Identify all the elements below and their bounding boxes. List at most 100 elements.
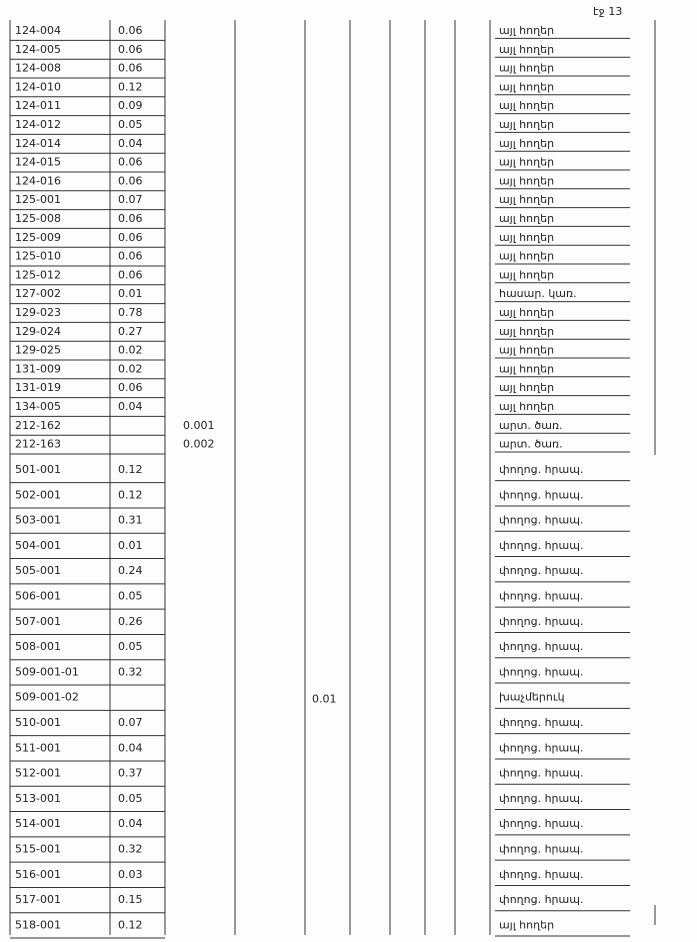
land-description: փողոց. հրապ. — [499, 817, 583, 830]
parcel-code: 125-012 — [15, 268, 61, 281]
parcel-code: 508-001 — [15, 640, 61, 653]
area-value: 0.02 — [118, 362, 143, 375]
land-description: արտ. ծառ. — [499, 438, 563, 451]
land-description: այլ հողեր — [499, 268, 554, 281]
area-value: 0.06 — [118, 231, 143, 244]
parcel-code: 129-023 — [15, 306, 61, 319]
parcel-code: 517-001 — [15, 893, 61, 906]
land-description: այլ հողեր — [499, 24, 554, 37]
area-value: 0.05 — [118, 590, 143, 603]
parcel-code: 509-001-01 — [15, 665, 79, 678]
parcel-code: 502-001 — [15, 488, 61, 501]
land-description: այլ հողեր — [499, 381, 554, 394]
parcel-code: 125-008 — [15, 212, 61, 225]
land-description: այլ հողեր — [499, 80, 554, 93]
land-description: փողոց. հրապ. — [499, 868, 583, 881]
area-value: 0.06 — [118, 381, 143, 394]
land-description: փողոց. հրապ. — [499, 843, 583, 856]
land-description: այլ հողեր — [499, 174, 554, 187]
land-description: փողոց. հրապ. — [499, 539, 583, 552]
parcel-code: 124-008 — [15, 62, 61, 75]
parcel-code: 512-001 — [15, 767, 61, 780]
land-description: այլ հողեր — [499, 62, 554, 75]
parcel-code: 518-001 — [15, 918, 61, 931]
parcel-code: 125-010 — [15, 250, 61, 263]
land-description: փողոց. հրապ. — [499, 893, 583, 906]
parcel-code: 503-001 — [15, 514, 61, 527]
parcel-code: 212-162 — [15, 419, 61, 432]
parcel-code: 131-019 — [15, 381, 61, 394]
parcel-code: 124-005 — [15, 43, 61, 56]
land-description: փողոց. հրապ. — [499, 590, 583, 603]
land-description: փողոց. հրապ. — [499, 665, 583, 678]
land-description: փողոց. հրապ. — [499, 564, 583, 577]
page-number: էջ 13 — [593, 5, 622, 18]
land-description: այլ հողեր — [499, 362, 554, 375]
area-value: 0.09 — [118, 99, 143, 112]
land-description: այլ հողեր — [499, 306, 554, 319]
area-value: 0.001 — [183, 419, 215, 432]
parcel-code: 125-009 — [15, 231, 61, 244]
parcel-code: 127-002 — [15, 287, 61, 300]
parcel-code: 509-001-02 — [15, 691, 79, 704]
area-value: 0.12 — [118, 463, 143, 476]
land-description: այլ հողեր — [499, 118, 554, 131]
parcel-code: 507-001 — [15, 615, 61, 628]
area-value: 0.12 — [118, 918, 143, 931]
parcel-code: 501-001 — [15, 463, 61, 476]
land-description: այլ հողեր — [499, 400, 554, 413]
area-value: 0.06 — [118, 156, 143, 169]
area-value: 0.06 — [118, 174, 143, 187]
area-value: 0.26 — [118, 615, 143, 628]
land-description: այլ հողեր — [499, 193, 554, 206]
area-value: 0.06 — [118, 24, 143, 37]
area-value: 0.32 — [118, 665, 143, 678]
land-description: այլ հողեր — [499, 99, 554, 112]
area-value: 0.05 — [118, 118, 143, 131]
area-value: 0.06 — [118, 250, 143, 263]
land-description: այլ հողեր — [499, 344, 554, 357]
area-value: 0.06 — [118, 268, 143, 281]
parcel-code: 124-014 — [15, 137, 61, 150]
area-value: 0.31 — [118, 514, 143, 527]
area-value: 0.002 — [183, 438, 215, 451]
area-value: 0.05 — [118, 640, 143, 653]
parcel-code: 131-009 — [15, 362, 61, 375]
area-value: 0.04 — [118, 817, 143, 830]
area-value: 0.32 — [118, 843, 143, 856]
land-description: փողոց. հրապ. — [499, 615, 583, 628]
land-description: այլ հողեր — [499, 231, 554, 244]
land-description: այլ հողեր — [499, 250, 554, 263]
parcel-code: 124-015 — [15, 156, 61, 169]
area-value: 0.01 — [118, 539, 143, 552]
area-value: 0.05 — [118, 792, 143, 805]
parcel-code: 125-001 — [15, 193, 61, 206]
area-value: 0.07 — [118, 193, 143, 206]
area-value: 0.06 — [118, 62, 143, 75]
area-value: 0.24 — [118, 564, 143, 577]
parcel-code: 510-001 — [15, 716, 61, 729]
parcel-code: 124-016 — [15, 174, 61, 187]
area-value: 0.15 — [118, 893, 143, 906]
land-description: այլ հողեր — [499, 212, 554, 225]
land-description: փողոց. հրապ. — [499, 463, 583, 476]
area-value: 0.02 — [118, 344, 143, 357]
area-value: 0.06 — [118, 43, 143, 56]
parcel-code: 134-005 — [15, 400, 61, 413]
area-value: 0.27 — [118, 325, 143, 338]
land-description: փողոց. հրապ. — [499, 488, 583, 501]
parcel-code: 514-001 — [15, 817, 61, 830]
land-description: փողոց. հրապ. — [499, 514, 583, 527]
area-value: 0.01 — [312, 693, 337, 706]
land-description: արտ. ծառ. — [499, 419, 563, 432]
parcel-code: 506-001 — [15, 590, 61, 603]
area-value: 0.37 — [118, 767, 143, 780]
area-value: 0.78 — [118, 306, 143, 319]
parcel-code: 511-001 — [15, 741, 61, 754]
parcel-code: 516-001 — [15, 868, 61, 881]
area-value: 0.04 — [118, 400, 143, 413]
parcel-code: 129-025 — [15, 344, 61, 357]
area-value: 0.12 — [118, 488, 143, 501]
